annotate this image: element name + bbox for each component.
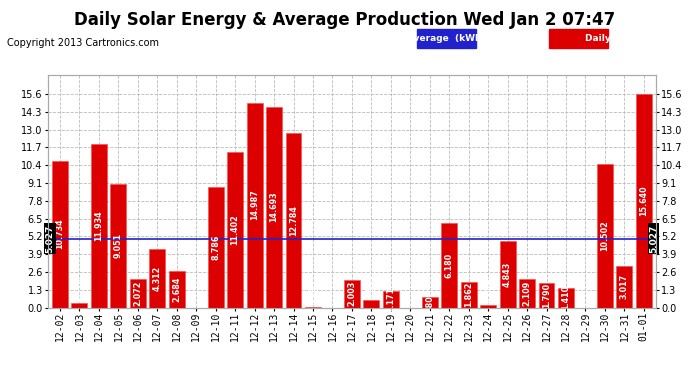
Text: 0.053: 0.053 (308, 280, 317, 305)
Text: 0.204: 0.204 (484, 278, 493, 303)
Bar (149, 249, 166, 308)
Bar (364, 300, 380, 307)
Bar (480, 305, 496, 308)
Text: Copyright 2013 Cartronics.com: Copyright 2013 Cartronics.com (7, 38, 159, 48)
Text: 10.502: 10.502 (600, 220, 609, 251)
Text: 2.003: 2.003 (347, 281, 357, 306)
Text: Daily Solar Energy & Average Production Wed Jan 2 07:47: Daily Solar Energy & Average Production … (75, 11, 615, 29)
Bar (422, 297, 437, 307)
Text: Daily  (kWh): Daily (kWh) (584, 34, 647, 43)
Bar (636, 94, 652, 308)
Text: 5.027: 5.027 (46, 225, 55, 253)
Bar (538, 283, 555, 308)
Text: 3.017: 3.017 (620, 274, 629, 299)
Bar (130, 279, 146, 308)
Text: 0.802: 0.802 (425, 290, 434, 315)
Text: 1.790: 1.790 (542, 283, 551, 308)
Text: 6.180: 6.180 (445, 253, 454, 278)
Bar (500, 241, 515, 308)
Bar (616, 266, 632, 308)
Bar (344, 280, 360, 308)
Bar (441, 223, 457, 308)
Text: 5.027: 5.027 (649, 225, 658, 253)
Bar (519, 279, 535, 308)
Text: 2.109: 2.109 (522, 280, 531, 306)
Text: 1.171: 1.171 (386, 287, 395, 312)
Bar (72, 303, 88, 307)
Text: 8.786: 8.786 (211, 235, 220, 260)
Text: 12.784: 12.784 (289, 205, 298, 236)
Bar (246, 102, 263, 308)
Bar (417, 29, 476, 48)
Bar (597, 164, 613, 308)
Text: 11.402: 11.402 (230, 214, 239, 245)
Text: 2.684: 2.684 (172, 276, 181, 302)
Bar (208, 188, 224, 308)
Bar (461, 282, 477, 308)
Text: 15.640: 15.640 (640, 185, 649, 216)
Bar (52, 161, 68, 308)
Text: 1.862: 1.862 (464, 282, 473, 308)
Text: 0.310: 0.310 (75, 277, 84, 302)
Bar (227, 152, 243, 308)
Bar (549, 29, 608, 48)
Text: 4.843: 4.843 (503, 262, 512, 287)
Text: Average  (kWh): Average (kWh) (407, 34, 486, 43)
Bar (286, 133, 302, 308)
Text: 2.072: 2.072 (133, 280, 142, 306)
Text: 10.734: 10.734 (55, 219, 64, 249)
Bar (305, 307, 321, 308)
Text: 14.693: 14.693 (270, 192, 279, 222)
Bar (558, 288, 574, 308)
Text: 14.987: 14.987 (250, 190, 259, 220)
Text: 11.934: 11.934 (95, 211, 103, 241)
Bar (91, 144, 107, 308)
Bar (169, 271, 185, 308)
Bar (383, 291, 399, 308)
Text: 0.515: 0.515 (367, 274, 376, 299)
Text: 9.051: 9.051 (114, 233, 123, 258)
Bar (110, 184, 126, 308)
Text: 1.410: 1.410 (562, 285, 571, 310)
Bar (266, 106, 282, 308)
Text: 4.312: 4.312 (152, 266, 161, 291)
